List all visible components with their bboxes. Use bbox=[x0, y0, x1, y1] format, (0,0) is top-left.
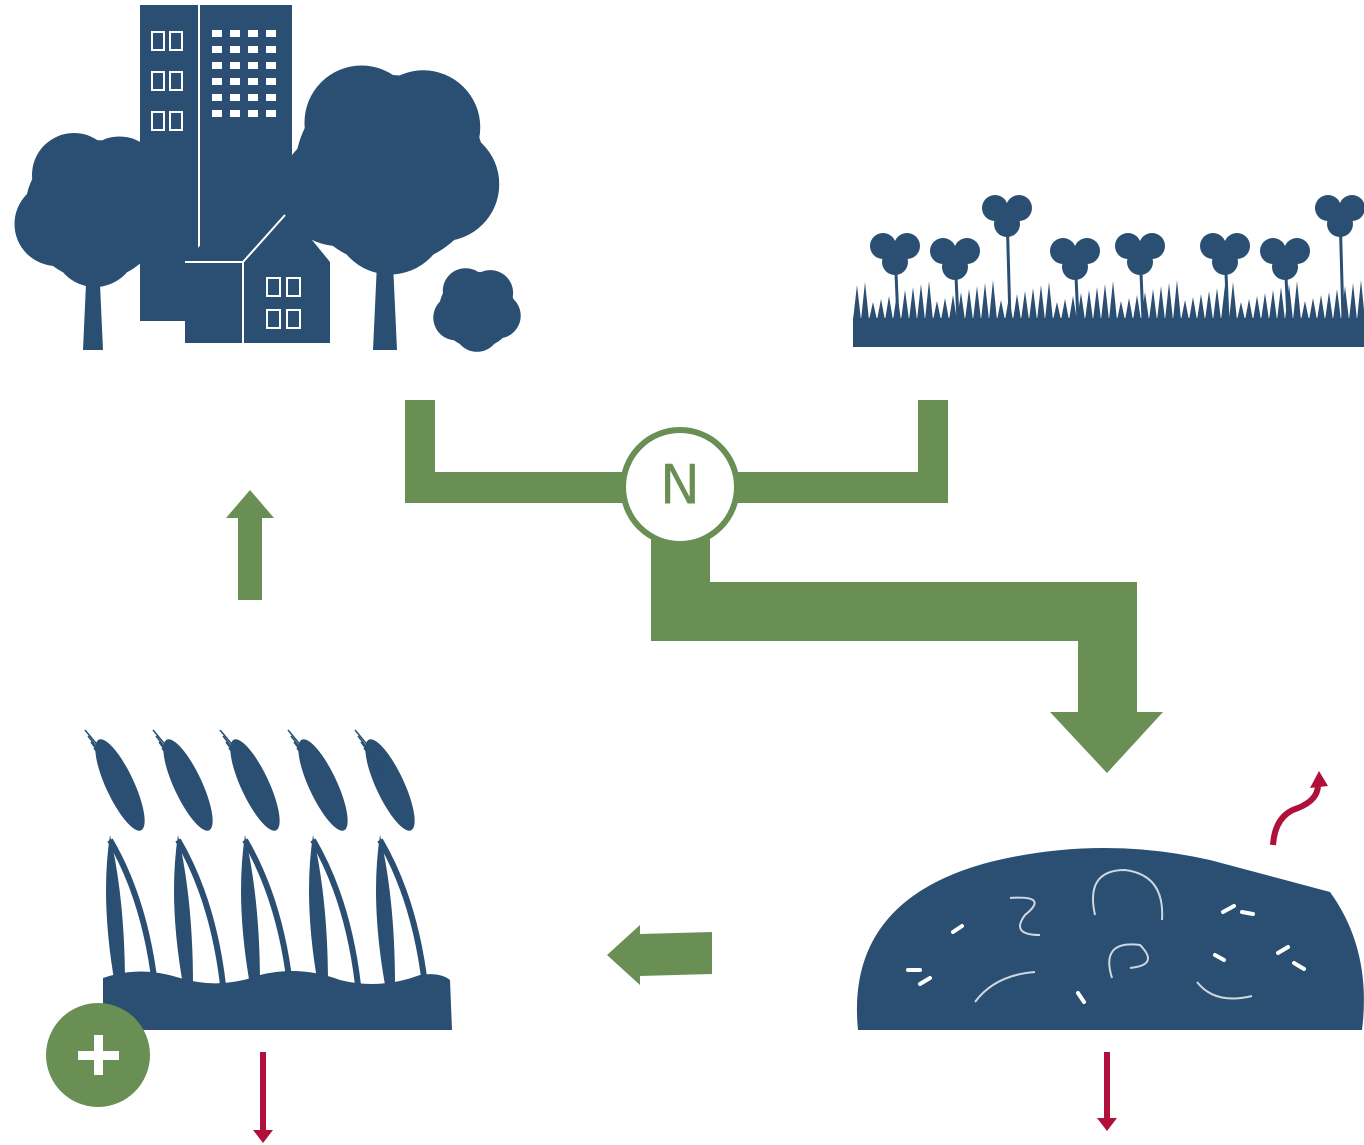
window bbox=[212, 110, 222, 117]
window bbox=[212, 46, 222, 53]
window bbox=[230, 94, 240, 101]
window bbox=[266, 30, 276, 37]
arrow-up bbox=[226, 490, 274, 600]
window bbox=[266, 110, 276, 117]
window bbox=[212, 94, 222, 101]
meadow-ground bbox=[853, 318, 1364, 347]
window bbox=[266, 46, 276, 53]
window bbox=[230, 30, 240, 37]
emission-arrow bbox=[1273, 785, 1318, 845]
clover-leaf bbox=[882, 249, 908, 275]
window bbox=[248, 110, 258, 117]
clover-leaf bbox=[1062, 254, 1088, 280]
leaching-arrowhead bbox=[1097, 1118, 1117, 1131]
tree-crown bbox=[53, 203, 137, 287]
clover-leaf bbox=[1127, 249, 1153, 275]
tree-crown bbox=[454, 306, 500, 352]
wheat-plants bbox=[85, 730, 425, 985]
window bbox=[248, 30, 258, 37]
window bbox=[230, 110, 240, 117]
arrow-left bbox=[607, 925, 712, 985]
window bbox=[230, 62, 240, 69]
window bbox=[212, 62, 222, 69]
clover-leaf bbox=[1272, 254, 1298, 280]
soil-illustration bbox=[857, 848, 1364, 1030]
nitrogen-cycle-diagram: N bbox=[0, 0, 1364, 1145]
window bbox=[230, 78, 240, 85]
plus-sign bbox=[78, 1051, 119, 1060]
clover-leaf bbox=[1212, 249, 1238, 275]
window bbox=[212, 78, 222, 85]
tree-crown bbox=[333, 161, 447, 275]
window bbox=[230, 46, 240, 53]
city-illustration bbox=[15, 5, 521, 352]
window bbox=[266, 78, 276, 85]
window bbox=[266, 62, 276, 69]
microbe bbox=[1242, 912, 1253, 914]
wheat-field bbox=[46, 730, 452, 1107]
flow-from-meadow bbox=[735, 400, 948, 503]
soil-mound bbox=[857, 848, 1364, 1030]
clover-leaf bbox=[942, 254, 968, 280]
field-ground bbox=[103, 971, 452, 1030]
flow-to-soil bbox=[651, 530, 1163, 773]
clover-leaf bbox=[1327, 211, 1353, 237]
leaching-arrowhead bbox=[253, 1130, 273, 1143]
flow-from-city bbox=[405, 400, 625, 503]
window bbox=[266, 94, 276, 101]
window bbox=[248, 46, 258, 53]
clover-leaf bbox=[994, 211, 1020, 237]
nitrogen-label: N bbox=[660, 454, 700, 517]
window bbox=[248, 78, 258, 85]
emission-arrowhead bbox=[1310, 771, 1328, 788]
window bbox=[248, 62, 258, 69]
window bbox=[248, 94, 258, 101]
clover-meadow bbox=[853, 195, 1364, 347]
window bbox=[212, 30, 222, 37]
